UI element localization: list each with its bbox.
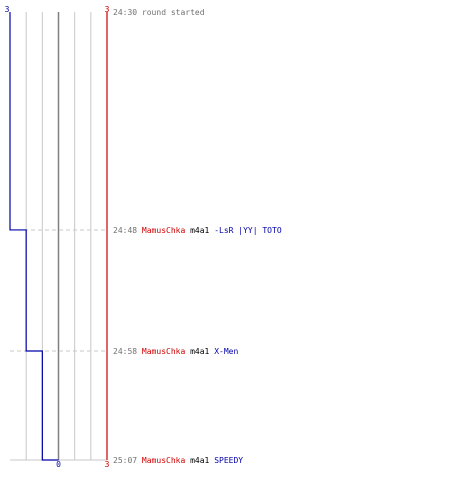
event-weapon: m4a1: [190, 226, 209, 235]
event-note: round started: [142, 8, 205, 17]
top-left-score-label: 3: [5, 5, 10, 14]
event-victim: X-Men: [214, 347, 238, 356]
event-killer: MamusChka: [142, 456, 186, 465]
blue-team-score-line: [9, 12, 59, 461]
event-log-entry: 25:07 MamusChka m4a1 SPEEDY: [113, 456, 243, 465]
event-log-entry: 24:30 round started: [113, 8, 205, 17]
bottom-center-score-label: 0: [56, 460, 61, 469]
event-killer: MamusChka: [142, 347, 186, 356]
event-victim: -LsR |YY| TOTO: [214, 226, 282, 235]
event-log-entry: 24:48 MamusChka m4a1 -LsR |YY| TOTO: [113, 226, 282, 235]
event-killer: MamusChka: [142, 226, 186, 235]
event-weapon: m4a1: [190, 456, 209, 465]
top-right-score-label: 3: [105, 5, 110, 14]
bottom-right-score-label: 3: [105, 460, 110, 469]
event-time: 24:30: [113, 8, 137, 17]
event-time: 24:48: [113, 226, 137, 235]
event-log-entry: 24:58 MamusChka m4a1 X-Men: [113, 347, 238, 356]
event-time: 25:07: [113, 456, 137, 465]
event-victim: SPEEDY: [214, 456, 243, 465]
event-time: 24:58: [113, 347, 137, 356]
event-weapon: m4a1: [190, 347, 209, 356]
